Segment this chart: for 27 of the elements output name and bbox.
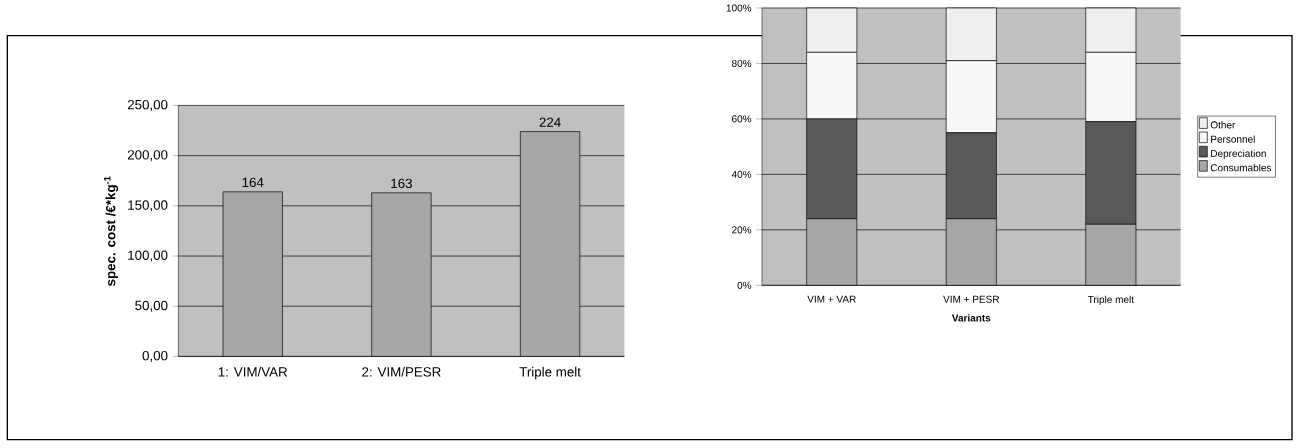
data-label: 164 [242, 177, 264, 188]
y-tick-label: 150,00 [128, 200, 168, 212]
x-tick-label: 1: VIM/VAR [218, 367, 288, 377]
y-tick-label: 0% [737, 281, 752, 290]
legend-label: Other [1210, 121, 1236, 129]
x-tick-label: VIM + VAR [807, 295, 856, 303]
legend-label: Depreciation [1211, 149, 1266, 160]
data-label: 163 [391, 178, 412, 189]
x-tick-label: VIM + PESR [943, 295, 1000, 304]
y-tick-label: 200,00 [127, 150, 168, 162]
x-tick-label: Triple melt [1087, 295, 1134, 306]
y-tick-label: 0,00 [142, 351, 168, 363]
data-label: 224 [539, 117, 561, 128]
y-tick-label: 80% [732, 60, 752, 68]
y-tick-label: 100% [726, 4, 752, 12]
y-tick-label: 100,00 [128, 250, 168, 262]
x-tick-label: 2: VIM/PESR [362, 367, 441, 377]
y-axis-title: spec. cost /€*kg$^{-1}$ [103, 176, 119, 287]
legend-label: Personnel [1211, 135, 1255, 143]
y-tick-label: 50,00 [135, 300, 168, 312]
y-tick-label: 20% [732, 226, 752, 234]
legend-label: Consumables [1210, 164, 1272, 172]
x-axis-title: Variants [951, 314, 991, 322]
y-tick-label: 250,00 [127, 100, 168, 112]
y-tick-label: 40% [731, 171, 752, 179]
x-tick-label: Triple melt [519, 367, 581, 380]
y-tick-label: 60% [732, 115, 752, 123]
